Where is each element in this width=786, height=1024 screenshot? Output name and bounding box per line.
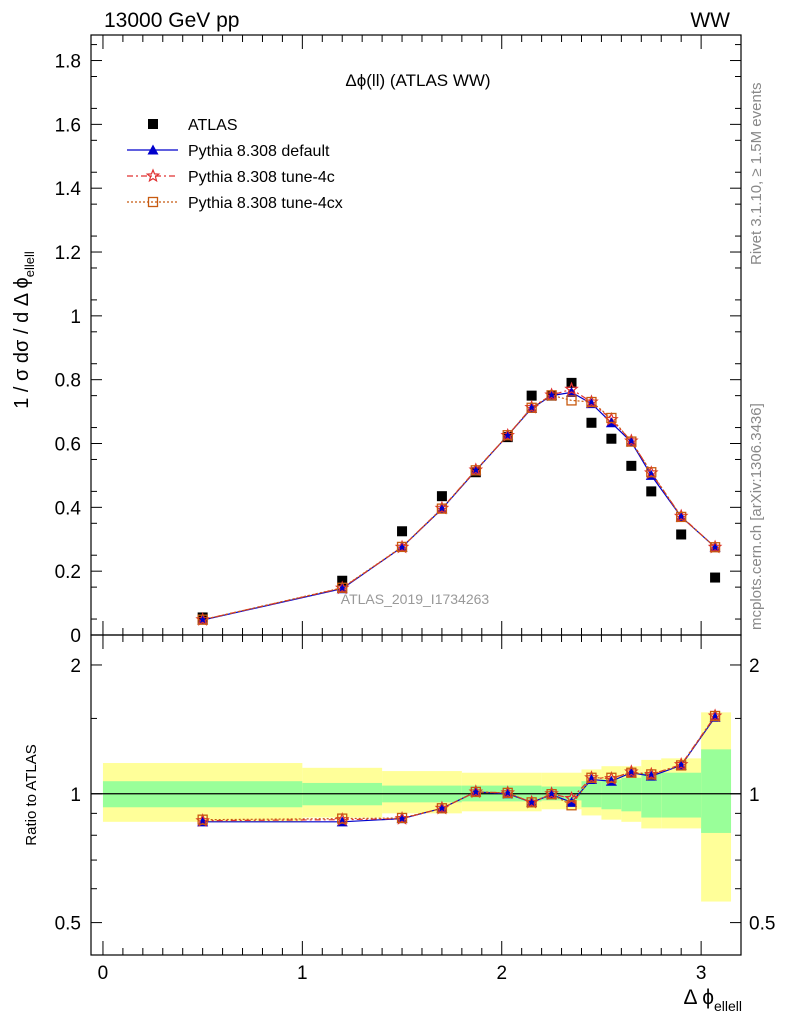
y-tick-label: 0.4 <box>55 498 82 519</box>
data-point <box>436 491 447 502</box>
data-point <box>564 381 579 396</box>
ratio-point <box>502 787 513 799</box>
uncertainty-band-green <box>621 777 642 812</box>
ratio-y-tick-label: 0.5 <box>55 914 81 935</box>
header-left: 13000 GeV pp <box>104 9 239 32</box>
data-point <box>397 526 408 537</box>
legend: ATLAS Pythia 8.308 default Pythia 8.308 tu… <box>127 117 343 212</box>
legend-label: ATLAS <box>188 117 238 134</box>
data-point <box>626 460 637 471</box>
ratio-panel: 0 1 2 3 0.5 0.5 1 1 2 2 <box>55 634 775 984</box>
data-point <box>566 395 577 406</box>
y-tick-label: 1.6 <box>55 115 81 136</box>
y-tick-label: 0.8 <box>55 371 81 392</box>
ratio-point <box>566 800 577 811</box>
data-point <box>646 467 657 478</box>
ratio-point <box>646 769 657 780</box>
ratio-point <box>396 812 408 824</box>
data-point <box>337 582 348 593</box>
x-tick-label: 2 <box>496 963 507 984</box>
x-tick-label: 1 <box>297 963 308 984</box>
series-line <box>202 394 716 621</box>
ratio-point <box>626 767 637 778</box>
analysis-watermark: ATLAS_2019_I1734263 <box>341 591 490 607</box>
x-tick-label: 0 <box>98 963 109 984</box>
data-point <box>586 396 597 408</box>
data-point <box>586 417 597 428</box>
data-point <box>676 511 687 523</box>
y-tick-label: 1.4 <box>55 179 82 200</box>
ratio-point <box>197 814 208 825</box>
mcplots-label: mcplots.cern.ch [arXiv:1306.3436] <box>748 403 765 630</box>
ratio-point <box>586 772 597 783</box>
legend-label: Pythia 8.308 default <box>188 143 330 160</box>
data-point <box>396 541 408 553</box>
plot-title: Δϕ(ll) (ATLAS WW) <box>345 71 490 90</box>
y-tick-label: 1.2 <box>55 243 81 264</box>
y-tick-label: 1 <box>70 307 81 328</box>
legend-label: Pythia 8.308 tune-4cx <box>188 195 343 212</box>
y-tick-label: 0 <box>70 626 81 647</box>
ratio-y-tick-label: 1 <box>749 785 760 806</box>
data-point <box>526 390 537 401</box>
data-point <box>526 402 537 413</box>
data-point <box>709 542 721 553</box>
ratio-frame <box>90 634 742 956</box>
data-point <box>646 486 657 497</box>
header-right: WW <box>690 9 730 32</box>
data-point <box>676 529 687 540</box>
ratio-point <box>526 797 537 808</box>
legend-marker <box>148 119 158 129</box>
data-point <box>606 433 617 444</box>
ratio-y-tick-label: 2 <box>70 656 81 677</box>
data-point <box>606 412 617 424</box>
data-point <box>502 430 513 441</box>
ratio-point <box>546 789 557 800</box>
data-point <box>436 503 448 514</box>
data-point <box>710 572 721 583</box>
y-tick-label: 0.2 <box>55 562 81 583</box>
legend-marker <box>147 144 159 155</box>
ratio-y-tick-label: 1 <box>70 785 81 806</box>
uncertainty-band-green <box>641 772 662 818</box>
data-point <box>546 390 557 401</box>
ratio-y-tick-label: 2 <box>749 656 760 677</box>
main-panel: 0 0.2 0.4 0.6 0.8 1 1.2 1.4 1.6 1.8 <box>55 34 742 647</box>
rivet-version-label: Rivet 3.1.10, ≥ 1.5M events <box>748 83 765 266</box>
ratio-point <box>470 786 481 798</box>
y-tick-label: 1.8 <box>55 52 81 73</box>
ratio-point <box>436 803 448 814</box>
legend-label: Pythia 8.308 tune-4c <box>188 169 335 186</box>
ratio-y-axis-label: Ratio to ATLAS <box>23 744 40 845</box>
x-tick-label: 3 <box>696 963 707 984</box>
data-point <box>197 614 208 625</box>
data-point <box>626 436 637 447</box>
ratio-point <box>606 772 617 783</box>
ratio-point <box>337 813 348 824</box>
series-line <box>202 388 716 621</box>
x-axis-label: Δ ϕellell <box>684 986 742 1014</box>
ratio-point <box>566 796 578 807</box>
main-y-axis-label: 1 / σ dσ / d Δ ϕellell <box>11 251 37 409</box>
data-point <box>470 465 481 476</box>
ratio-y-tick-label: 0.5 <box>749 914 775 935</box>
uncertainty-band-green <box>661 772 702 818</box>
series-line <box>202 391 716 621</box>
legend-marker <box>147 196 159 208</box>
legend-marker <box>145 168 161 183</box>
ratio-point <box>676 760 687 771</box>
uncertainty-band-green <box>701 749 732 833</box>
ratio-point <box>709 710 721 722</box>
y-tick-label: 0.6 <box>55 435 81 456</box>
